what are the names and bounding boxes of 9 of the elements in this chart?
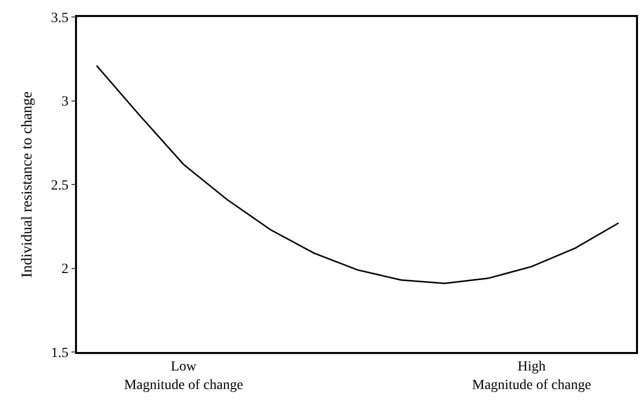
y-tick-label: 3.5 xyxy=(50,10,68,26)
y-tick-label: 2 xyxy=(61,262,68,278)
y-tick-label: 1.5 xyxy=(50,346,68,361)
x-tick-label: Low Magnitude of change xyxy=(124,360,244,393)
y-axis-title: Individual resistance to change xyxy=(20,91,36,278)
y-tick-label: 2.5 xyxy=(50,178,68,194)
x-tick-label: High Magnitude of change xyxy=(472,360,592,393)
line-series xyxy=(96,64,620,284)
y-tick-label: 3 xyxy=(61,94,68,110)
